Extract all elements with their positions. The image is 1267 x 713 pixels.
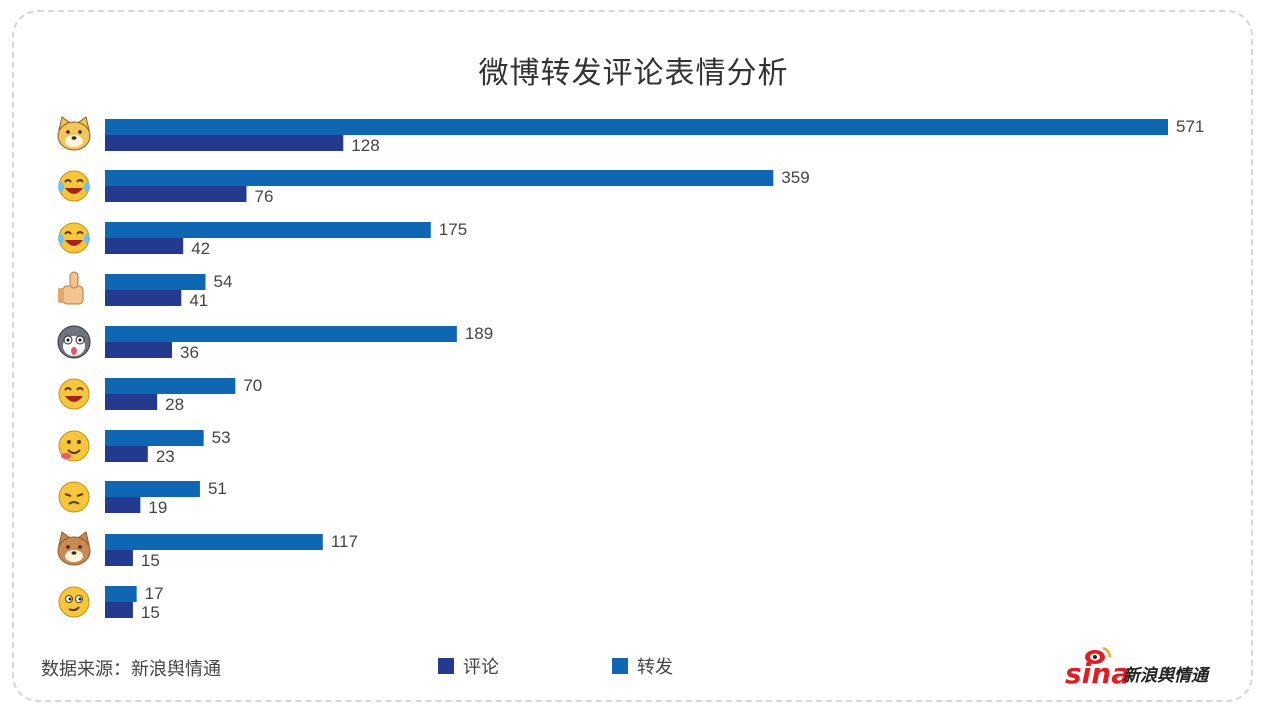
data-label-repost: 54 [214, 272, 233, 291]
data-label-comment: 76 [254, 187, 273, 206]
sina-eye-icon [1085, 646, 1112, 664]
data-label-comment: 15 [141, 603, 160, 622]
bar-comment [105, 446, 148, 462]
bar-repost [105, 326, 457, 342]
data-label-comment: 28 [165, 395, 184, 414]
legend-label-comment: 评论 [463, 657, 499, 678]
chart-title: 微博转发评论表情分析 [478, 56, 789, 91]
legend-item-repost: 转发 [612, 653, 673, 679]
data-label-comment: 41 [189, 291, 208, 310]
husky-emoji [57, 325, 91, 359]
data-label-comment: 15 [141, 551, 160, 570]
bar-comment [105, 497, 141, 513]
data-label-repost: 571 [1176, 117, 1204, 136]
svg-text:sina: sina [1065, 657, 1130, 690]
data-label-repost: 17 [145, 584, 164, 603]
bar-repost [105, 378, 236, 394]
bar-comment [105, 394, 158, 410]
data-label-repost: 117 [331, 532, 358, 551]
tears-of-joy-emoji [58, 222, 90, 254]
legend-swatch-comment [438, 658, 454, 674]
legend-label-repost: 转发 [637, 657, 673, 678]
bar-repost [105, 170, 774, 186]
drooling-emoji [58, 430, 90, 462]
sulking-emoji [58, 481, 90, 513]
bar-repost [105, 274, 206, 290]
data-label-comment: 42 [191, 239, 210, 258]
svg-text:新浪舆情通: 新浪舆情通 [1123, 666, 1211, 686]
data-label-comment: 19 [148, 498, 167, 517]
bar-comment [105, 602, 133, 618]
bar-repost [105, 481, 200, 497]
data-label-repost: 175 [439, 220, 467, 239]
big-laugh-emoji [58, 378, 90, 410]
sly-smile-emoji [58, 586, 90, 618]
data-label-repost: 70 [243, 376, 262, 395]
bar-repost [105, 430, 204, 446]
bar-comment [105, 238, 184, 254]
sina-logo: sina 新浪舆情通 [1065, 646, 1211, 690]
bar-repost [105, 586, 137, 602]
bar-comment [105, 135, 344, 151]
data-label-repost: 359 [781, 168, 809, 187]
data-label-repost: 189 [465, 324, 493, 343]
bar-comment [105, 342, 173, 358]
legend-swatch-repost [612, 658, 628, 674]
bar-comment [105, 186, 247, 202]
data-source-note: 数据来源：新浪舆情通 [41, 659, 221, 680]
data-label-repost: 51 [208, 479, 227, 498]
data-label-repost: 53 [212, 428, 231, 447]
bar-comment [105, 550, 133, 566]
data-label-comment: 128 [351, 136, 379, 155]
rolling-laugh-emoji [58, 170, 90, 202]
bar-repost [105, 119, 1168, 135]
data-label-comment: 23 [156, 447, 175, 466]
doge-emoji [57, 116, 91, 151]
legend-item-comment: 评论 [438, 653, 499, 679]
data-label-comment: 36 [180, 343, 199, 362]
bar-comment [105, 290, 182, 306]
bar-repost [105, 534, 323, 550]
thumbs-up-emoji [58, 271, 84, 305]
bar-repost [105, 222, 431, 238]
shiba-emoji [57, 531, 91, 566]
